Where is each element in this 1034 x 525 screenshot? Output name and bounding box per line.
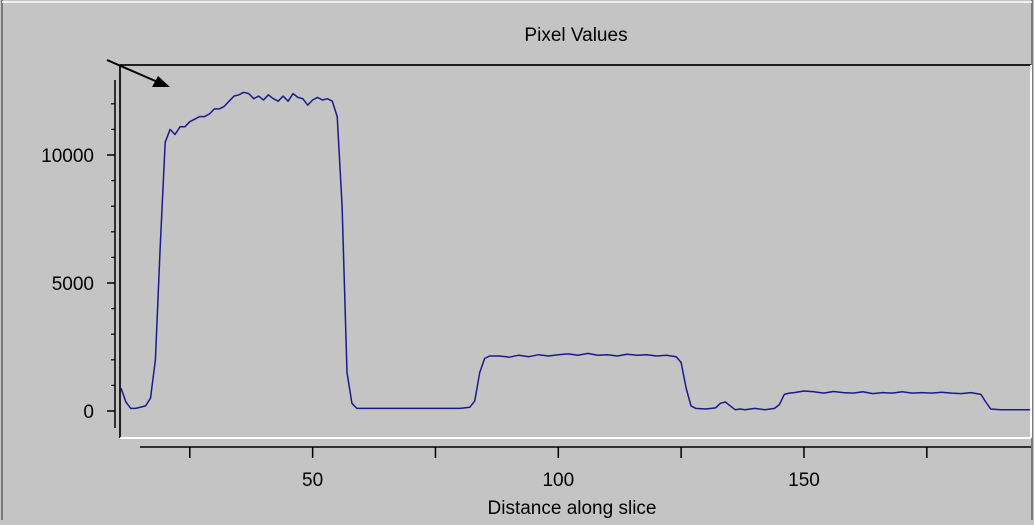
y-tick-label: 10000 [41,146,94,167]
x-ticks: 50 100 150 [189,447,928,491]
x-tick-label: 50 [302,470,323,491]
y-tick-label: 0 [83,402,94,423]
pixel-values-line [120,91,1030,411]
annotation-arrow-head [152,76,170,87]
y-tick-label: 5000 [52,274,94,295]
x-axis-label: Distance along slice [488,498,657,519]
y-major-ticks: 0 5000 10000 [41,146,115,423]
x-tick-label: 100 [542,470,574,491]
chart-title: Pixel Values [524,25,627,46]
x-tick-label: 150 [788,470,820,491]
y-minor-ticks [111,103,115,386]
annotation-arrow-shaft [106,59,161,84]
